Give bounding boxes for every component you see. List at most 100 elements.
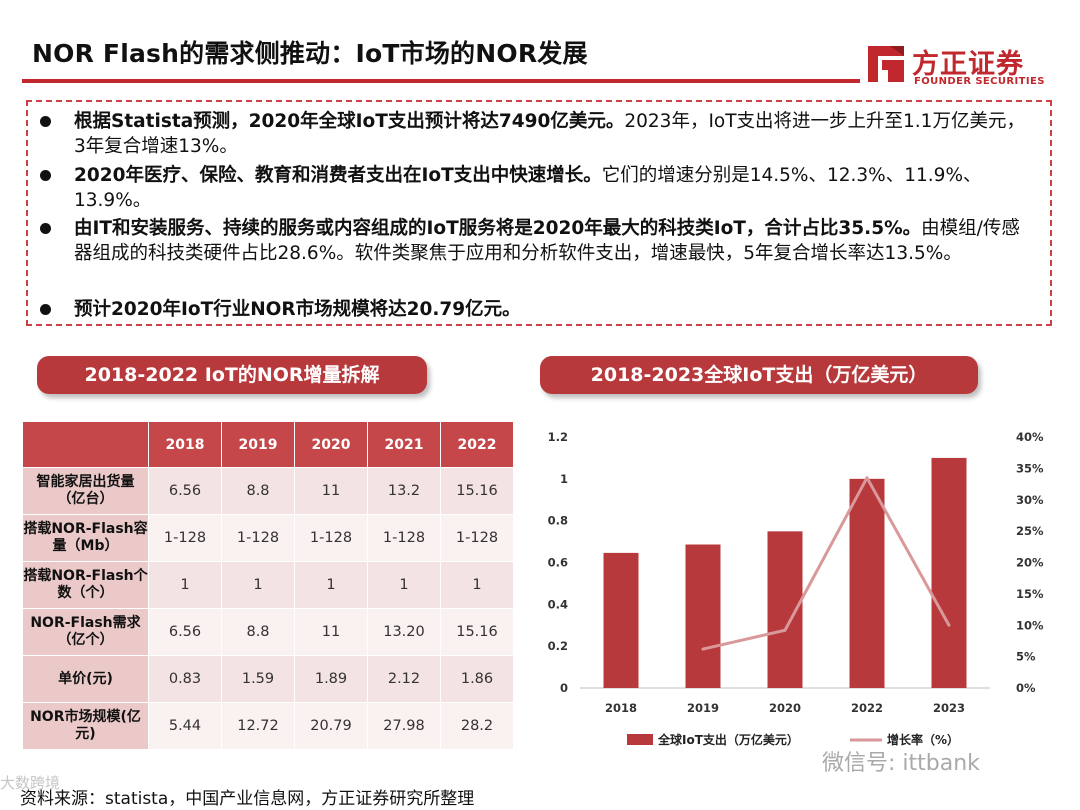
table-cell: 11 [294,608,368,656]
x-axis-tick-label: 2022 [851,701,883,715]
x-axis-tick-label: 2019 [687,701,719,715]
table-cell: 1.89 [294,655,368,703]
table-cell: 1-128 [294,514,368,562]
table-cell: 11 [294,467,368,515]
row-label: NOR市场规模(亿元) [22,702,149,750]
right-axis-tick-label: 35% [1016,461,1044,475]
right-axis-tick-label: 15% [1016,587,1044,601]
table-row: NOR-Flash需求（亿个） 6.56 8.8 11 13.20 15.16 [22,608,514,656]
watermark-left: 大数跨境 [0,774,61,792]
table-cell: 1 [440,561,514,609]
row-label: 搭载NOR-Flash容量（Mb） [22,514,149,562]
table-header-cell: 2021 [367,421,441,468]
table-cell: 1-128 [440,514,514,562]
table-header-cell [22,421,149,468]
left-axis-tick-label: 1 [560,472,568,486]
table-header-cell: 2022 [440,421,514,468]
table-cell: 12.72 [221,702,295,750]
row-label: 智能家居出货量（亿台） [22,467,149,515]
left-axis-tick-label: 0.8 [548,514,568,528]
left-axis-tick-label: 1.2 [548,430,568,444]
table-cell: 8.8 [221,608,295,656]
legend-bar-label: 全球IoT支出（万亿美元） [657,732,799,747]
table-cell: 1-128 [221,514,295,562]
bar [685,544,721,688]
left-axis-tick-label: 0.2 [548,639,568,653]
x-axis-tick-label: 2018 [605,701,637,715]
watermark-right: 微信号: ittbank [822,751,980,776]
right-axis-tick-label: 30% [1016,493,1044,507]
growth-rate-point [783,628,787,632]
table-row: 搭载NOR-Flash个数（个） 1 1 1 1 1 [22,561,514,609]
left-axis-tick-label: 0.6 [548,556,568,570]
table-cell: 1-128 [367,514,441,562]
right-axis-tick-label: 10% [1016,618,1044,632]
table-cell: 13.2 [367,467,441,515]
iot-spending-chart: 0 0.2 0.4 0.6 0.8 1 1.2 0% 5% 10% 15% 20% 25% 30% 35% 4… [548,430,1044,747]
table-cell: 1 [148,561,222,609]
bullet-4-bold: 预计2020年IoT行业NOR市场规模将达20.79亿元。 [74,299,521,320]
table-row: 智能家居出货量（亿台） 6.56 8.8 11 13.2 15.16 [22,467,514,515]
founder-logo: 方正证券 FOUNDER SECURITIES [862,40,1052,96]
table-cell: 1 [367,561,441,609]
x-axis-tick-label: 2020 [769,701,801,715]
nor-increment-table: 2018 2019 2020 2021 2022 智能家居出货量（亿台） 6.5… [22,421,514,750]
growth-rate-point [947,623,951,627]
table-cell: 1 [294,561,368,609]
table-header-cell: 2020 [294,421,368,468]
right-axis-tick-label: 0% [1016,681,1036,695]
right-axis-tick-label: 40% [1016,430,1044,444]
growth-rate-point [701,647,705,651]
bullet-dot-icon [40,304,51,315]
table-header-cell: 2019 [221,421,295,468]
bullet-1-bold: 根据Statista预测，2020年全球IoT支出预计将达7490亿美元。 [74,111,625,132]
right-axis-tick-label: 20% [1016,556,1044,570]
bullet-3: 由IT和安装服务、持续的服务或内容组成的IoT服务将是2020年最大的科技类Io… [40,216,1032,266]
table-cell: 5.44 [148,702,222,750]
x-axis-tick-label: 2023 [933,701,965,715]
bullet-1-text: 2023年，IoT支出将进一步上升至1.1万亿美元，3年复合增速13%。 [74,111,1025,157]
row-label: 搭载NOR-Flash个数（个） [22,561,149,609]
founder-logo-icon [868,46,904,82]
source-note: 资料来源：statista，中国产业信息网，方正证券研究所整理 [20,789,475,809]
logo-chinese-name: 方正证券 [912,49,1024,80]
table-cell: 27.98 [367,702,441,750]
bullet-1: 根据Statista预测，2020年全球IoT支出预计将达7490亿美元。202… [40,109,1032,159]
table-row: 单价(元) 0.83 1.59 1.89 2.12 1.86 [22,655,514,703]
row-label: 单价(元) [22,655,149,703]
table-row: 搭载NOR-Flash容量（Mb） 1-128 1-128 1-128 1-12… [22,514,514,562]
table-cell: 1.59 [221,655,295,703]
table-cell: 0.83 [148,655,222,703]
table-cell: 20.79 [294,702,368,750]
table-cell: 1.86 [440,655,514,703]
bullet-2: 2020年医疗、保险、教育和消费者支出在IoT支出中快速增长。它们的增速分别是1… [40,163,1032,213]
table-row: NOR市场规模(亿元) 5.44 12.72 20.79 27.98 28.2 [22,702,514,750]
table-cell: 1 [221,561,295,609]
table-cell: 6.56 [148,467,222,515]
table-cell: 28.2 [440,702,514,750]
chart-section-title: 2018-2023全球IoT支出（万亿美元） [540,356,978,394]
summary-box [26,100,1052,326]
table-header-cell: 2018 [148,421,222,468]
row-label: NOR-Flash需求（亿个） [22,608,149,656]
table-cell: 1-128 [148,514,222,562]
table-header-row: 2018 2019 2020 2021 2022 [22,421,514,468]
bullet-2-text: 它们的增速分别是14.5%、12.3%、11.9%、13.9%。 [74,165,982,211]
growth-rate-line [702,476,951,651]
bullet-dot-icon [40,116,51,127]
bullet-dot-icon [40,170,51,181]
page-title: NOR Flash的需求侧推动：IoT市场的NOR发展 [32,39,588,68]
left-axis-tick-label: 0 [560,681,568,695]
bar [603,552,639,688]
bullet-3-bold: 由IT和安装服务、持续的服务或内容组成的IoT服务将是2020年最大的科技类Io… [74,218,922,239]
bullet-3-text: 由模组/传感器组成的科技类硬件占比28.6%。软件类聚焦于应用和分析软件支出，增… [74,218,1020,264]
logo-english-name: FOUNDER SECURITIES [914,76,1045,87]
bullet-2-bold: 2020年医疗、保险、教育和消费者支出在IoT支出中快速增长。 [74,165,602,186]
bullet-4: 预计2020年IoT行业NOR市场规模将达20.79亿元。 [40,297,1032,322]
bullet-dot-icon [40,223,51,234]
table-cell: 15.16 [440,467,514,515]
right-axis-tick-label: 25% [1016,524,1044,538]
bar [931,457,967,688]
bar [849,478,885,688]
legend-bar-swatch [627,734,653,745]
